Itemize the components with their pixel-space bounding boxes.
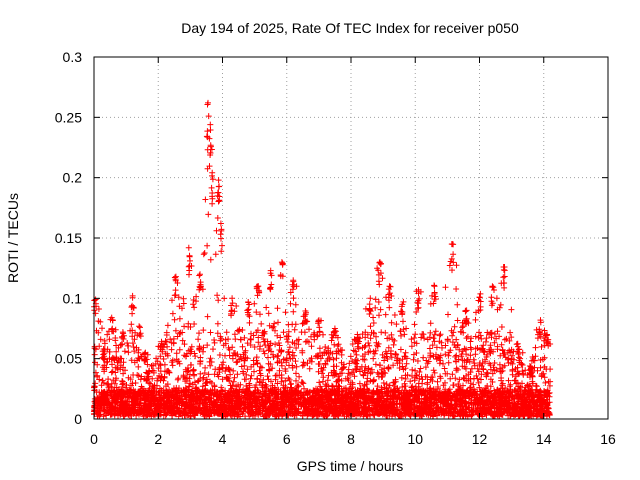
scatter-markers	[91, 99, 554, 420]
y-tick-label: 0.3	[63, 49, 83, 65]
x-tick-label: 16	[600, 431, 616, 447]
axis-ticks: 0 2 4 6 8 10 12 14 16 0 0.05 0.1 0.15 0.2 0.25 0.3	[55, 49, 616, 447]
x-tick-label: 8	[347, 431, 355, 447]
x-tick-label: 6	[283, 431, 291, 447]
x-tick-label: 0	[90, 431, 98, 447]
y-tick-label: 0.15	[55, 230, 82, 246]
x-tick-label: 4	[219, 431, 227, 447]
y-tick-label: 0.2	[63, 170, 83, 186]
y-axis-label: ROTI / TECUs	[5, 193, 21, 283]
chart-title: Day 194 of 2025, Rate Of TEC Index for r…	[181, 20, 519, 36]
x-axis-label: GPS time / hours	[297, 458, 404, 474]
y-tick-label: 0.05	[55, 351, 82, 367]
x-tick-label: 12	[472, 431, 488, 447]
x-tick-label: 10	[407, 431, 423, 447]
x-tick-label: 2	[154, 431, 162, 447]
y-tick-label: 0.25	[55, 109, 82, 125]
data-points	[91, 99, 554, 420]
x-tick-label: 14	[536, 431, 552, 447]
y-tick-label: 0	[74, 411, 82, 427]
y-tick-label: 0.1	[63, 290, 83, 306]
